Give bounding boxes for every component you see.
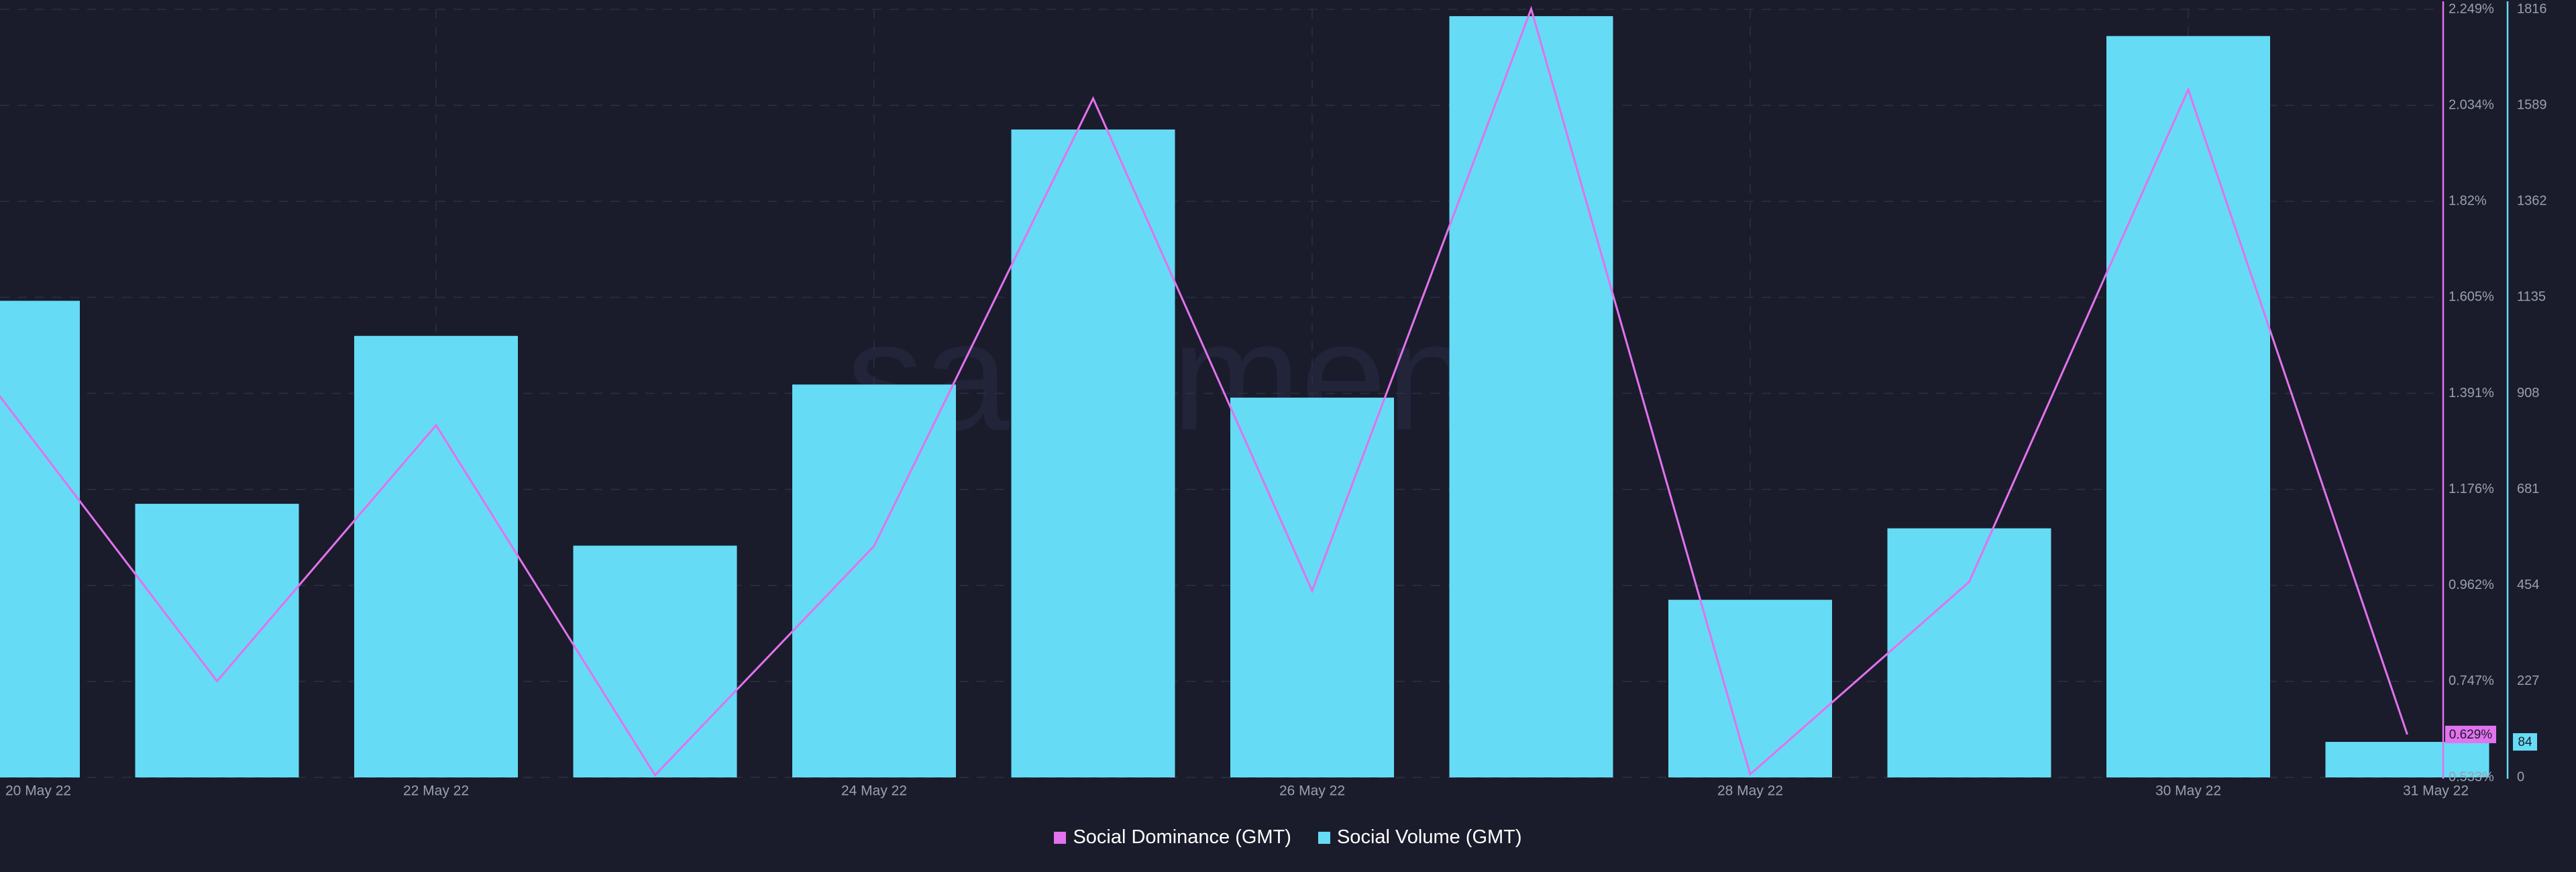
volume-tick-label: 0 bbox=[2517, 769, 2524, 784]
chart-legend: Social Dominance (GMT) Social Volume (GM… bbox=[0, 826, 2576, 849]
volume-tick-label: 681 bbox=[2517, 482, 2539, 496]
dominance-tick-label: 0.747% bbox=[2449, 673, 2494, 688]
dominance-tick-label: 1.391% bbox=[2449, 386, 2494, 400]
x-tick-label: 30 May 22 bbox=[2155, 783, 2221, 799]
volume-bar bbox=[1449, 16, 1613, 777]
volume-bar bbox=[0, 301, 80, 777]
volume-tick-label: 1362 bbox=[2517, 194, 2547, 209]
dominance-tick-label: 1.176% bbox=[2449, 482, 2494, 496]
x-tick-label: 28 May 22 bbox=[1717, 783, 1783, 799]
legend-label-dominance: Social Dominance (GMT) bbox=[1073, 826, 1291, 848]
volume-bar bbox=[573, 545, 737, 777]
x-tick-label: 22 May 22 bbox=[403, 783, 469, 799]
volume-tick-label: 1135 bbox=[2517, 290, 2546, 305]
legend-item-dominance[interactable]: Social Dominance (GMT) bbox=[1054, 826, 1291, 849]
volume-bar bbox=[135, 504, 299, 777]
dominance-last-value-label: 0.629% bbox=[2449, 728, 2493, 742]
volume-tick-label: 1816 bbox=[2517, 1, 2547, 16]
x-tick-label: 20 May 22 bbox=[5, 783, 71, 799]
volume-tick-label: 227 bbox=[2517, 673, 2539, 688]
volume-bar bbox=[354, 335, 518, 777]
legend-swatch-volume bbox=[1318, 831, 1330, 844]
volume-tick-label: 454 bbox=[2517, 578, 2539, 592]
legend-item-volume[interactable]: Social Volume (GMT) bbox=[1318, 826, 1522, 849]
dominance-tick-label: 0.533% bbox=[2449, 769, 2494, 784]
volume-bar bbox=[1668, 600, 1832, 777]
x-tick-label: 24 May 22 bbox=[841, 783, 907, 799]
volume-bar bbox=[1887, 528, 2051, 777]
legend-swatch-dominance bbox=[1054, 831, 1067, 844]
legend-label-volume: Social Volume (GMT) bbox=[1336, 826, 1522, 848]
volume-last-value-badge bbox=[2513, 733, 2537, 751]
dominance-tick-label: 2.034% bbox=[2449, 97, 2494, 112]
volume-bar bbox=[1011, 129, 1175, 778]
dominance-last-value-badge bbox=[2445, 725, 2496, 743]
x-tick-label: 26 May 22 bbox=[1279, 783, 1345, 799]
volume-bar bbox=[2106, 36, 2270, 777]
x-tick-label: 31 May 22 bbox=[2403, 783, 2469, 799]
dominance-tick-label: 2.249% bbox=[2449, 1, 2494, 16]
volume-bar bbox=[792, 384, 956, 777]
dominance-line bbox=[0, 5, 2408, 777]
dominance-tick-label: 1.605% bbox=[2449, 290, 2494, 305]
volume-last-value-label: 84 bbox=[2518, 735, 2532, 749]
volume-bar bbox=[2325, 742, 2489, 777]
volume-tick-label: 908 bbox=[2517, 386, 2539, 400]
volume-tick-label: 1589 bbox=[2517, 97, 2547, 112]
volume-bar bbox=[1230, 397, 1394, 777]
dominance-tick-label: 0.962% bbox=[2449, 578, 2494, 592]
dominance-tick-label: 1.82% bbox=[2449, 194, 2487, 209]
